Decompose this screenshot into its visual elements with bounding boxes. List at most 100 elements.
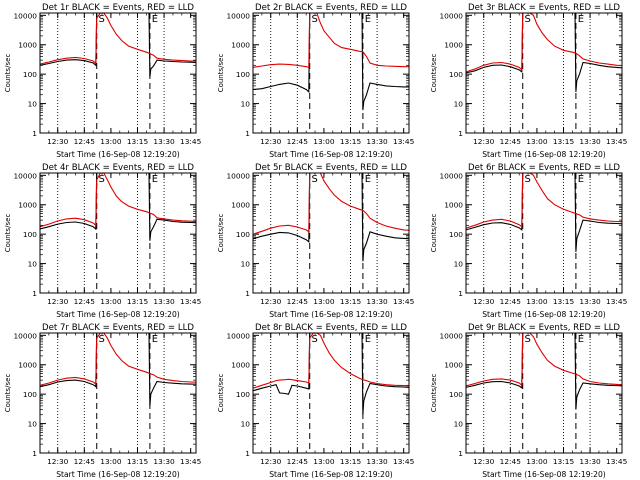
end-marker: E [152, 14, 158, 25]
x-tick-label: 13:15 [127, 297, 149, 306]
x-tick-label: 13:00 [100, 457, 122, 466]
start-marker: S [312, 334, 318, 345]
end-marker: E [578, 334, 584, 345]
x-tick-label: 13:30 [366, 137, 388, 146]
y-tick-label: 10000 [439, 331, 463, 340]
y-tick-label: 10 [454, 420, 464, 429]
y-tick-label: 1000 [444, 41, 463, 50]
panel-det-7r: Det 7r BLACK = Events, RED = LLD Counts/s… [4, 323, 202, 479]
start-marker: S [99, 174, 105, 185]
y-tick-label: 10 [454, 100, 464, 109]
x-tick-label: 13:00 [313, 457, 335, 466]
x-tick-label: 12:45 [500, 297, 522, 306]
y-tick-label: 1000 [18, 361, 37, 370]
panel-title: Det 8r BLACK = Events, RED = LLD [255, 323, 407, 333]
plot-frame [465, 172, 623, 294]
x-tick-label: 13:30 [153, 457, 175, 466]
x-tick-label: 13:45 [393, 297, 415, 306]
lld-series-line [466, 173, 622, 229]
panel-det-9r: Det 9r BLACK = Events, RED = LLD Counts/s… [430, 323, 628, 479]
y-tick-label: 100 [449, 390, 463, 399]
plot-frame [465, 332, 623, 454]
y-tick-label: 100 [23, 70, 37, 79]
events-series-line [466, 173, 622, 252]
panel-title: Det 3r BLACK = Events, RED = LLD [468, 3, 620, 13]
x-tick-label: 13:45 [180, 297, 202, 306]
panel-title: Det 7r BLACK = Events, RED = LLD [42, 323, 194, 333]
x-tick-label: 13:15 [340, 137, 362, 146]
x-tick-label: 12:30 [47, 457, 69, 466]
y-axis-label: Counts/sec [430, 374, 438, 413]
x-tick-label: 13:45 [180, 137, 202, 146]
plot-frame [39, 332, 197, 454]
y-tick-label: 1000 [444, 201, 463, 210]
y-tick-label: 100 [449, 70, 463, 79]
x-tick-label: 13:45 [393, 137, 415, 146]
x-tick-label: 13:45 [393, 457, 415, 466]
start-marker: S [99, 334, 105, 345]
x-tick-label: 13:00 [100, 137, 122, 146]
y-tick-label: 10 [241, 100, 251, 109]
plot-frame [39, 12, 197, 134]
x-tick-label: 12:30 [260, 137, 282, 146]
events-series-line [40, 13, 196, 78]
y-tick-label: 1000 [231, 201, 250, 210]
y-axis-label: Counts/sec [4, 54, 12, 93]
x-tick-label: 12:30 [47, 137, 69, 146]
x-tick-label: 13:45 [606, 137, 628, 146]
x-tick-label: 12:30 [473, 297, 495, 306]
y-tick-label: 1 [245, 449, 250, 458]
x-tick-label: 13:15 [553, 297, 575, 306]
x-tick-label: 12:45 [500, 137, 522, 146]
end-marker: E [152, 174, 158, 185]
y-tick-label: 10 [241, 260, 251, 269]
panel-title: Det 9r BLACK = Events, RED = LLD [468, 323, 620, 333]
end-marker: E [578, 174, 584, 185]
x-tick-label: 13:15 [127, 137, 149, 146]
x-tick-label: 13:15 [553, 457, 575, 466]
lld-series-line [253, 13, 409, 69]
y-tick-label: 100 [236, 230, 250, 239]
y-axis-label: Counts/sec [217, 214, 225, 253]
y-tick-label: 10000 [439, 171, 463, 180]
x-tick-label: 13:00 [526, 137, 548, 146]
x-axis-label: Start Time (16-Sep-08 12:19:20) [269, 310, 393, 319]
start-marker: S [312, 174, 318, 185]
y-tick-label: 1 [32, 289, 37, 298]
y-tick-label: 1000 [18, 201, 37, 210]
panel-title: Det 5r BLACK = Events, RED = LLD [255, 163, 407, 173]
x-tick-label: 12:30 [260, 457, 282, 466]
y-tick-label: 10000 [13, 331, 37, 340]
y-tick-label: 10 [28, 420, 38, 429]
end-marker: E [578, 14, 584, 25]
start-marker: S [525, 334, 531, 345]
y-axis-label: Counts/sec [430, 54, 438, 93]
start-marker: S [525, 14, 531, 25]
plot-frame [252, 172, 410, 294]
panel-det-5r: Det 5r BLACK = Events, RED = LLD Counts/s… [217, 163, 415, 319]
y-tick-label: 100 [23, 230, 37, 239]
x-tick-label: 13:00 [313, 297, 335, 306]
x-tick-label: 13:00 [526, 457, 548, 466]
y-tick-label: 10000 [226, 171, 250, 180]
y-tick-label: 10000 [13, 171, 37, 180]
y-tick-label: 1 [458, 449, 463, 458]
y-tick-label: 1 [245, 129, 250, 138]
end-marker: E [152, 334, 158, 345]
x-tick-label: 13:15 [340, 297, 362, 306]
x-tick-label: 12:45 [287, 457, 309, 466]
lld-series-line [253, 333, 409, 389]
y-axis-label: Counts/sec [217, 374, 225, 413]
x-tick-label: 12:30 [473, 137, 495, 146]
start-marker: S [525, 174, 531, 185]
y-tick-label: 1 [458, 129, 463, 138]
x-tick-label: 12:45 [500, 457, 522, 466]
plot-frame [252, 332, 410, 454]
x-axis-label: Start Time (16-Sep-08 12:19:20) [482, 150, 606, 159]
y-tick-label: 10 [28, 260, 38, 269]
x-tick-label: 13:30 [579, 137, 601, 146]
x-tick-label: 13:45 [180, 457, 202, 466]
y-axis-label: Counts/sec [430, 214, 438, 253]
y-tick-label: 1 [32, 449, 37, 458]
x-tick-label: 13:30 [153, 137, 175, 146]
